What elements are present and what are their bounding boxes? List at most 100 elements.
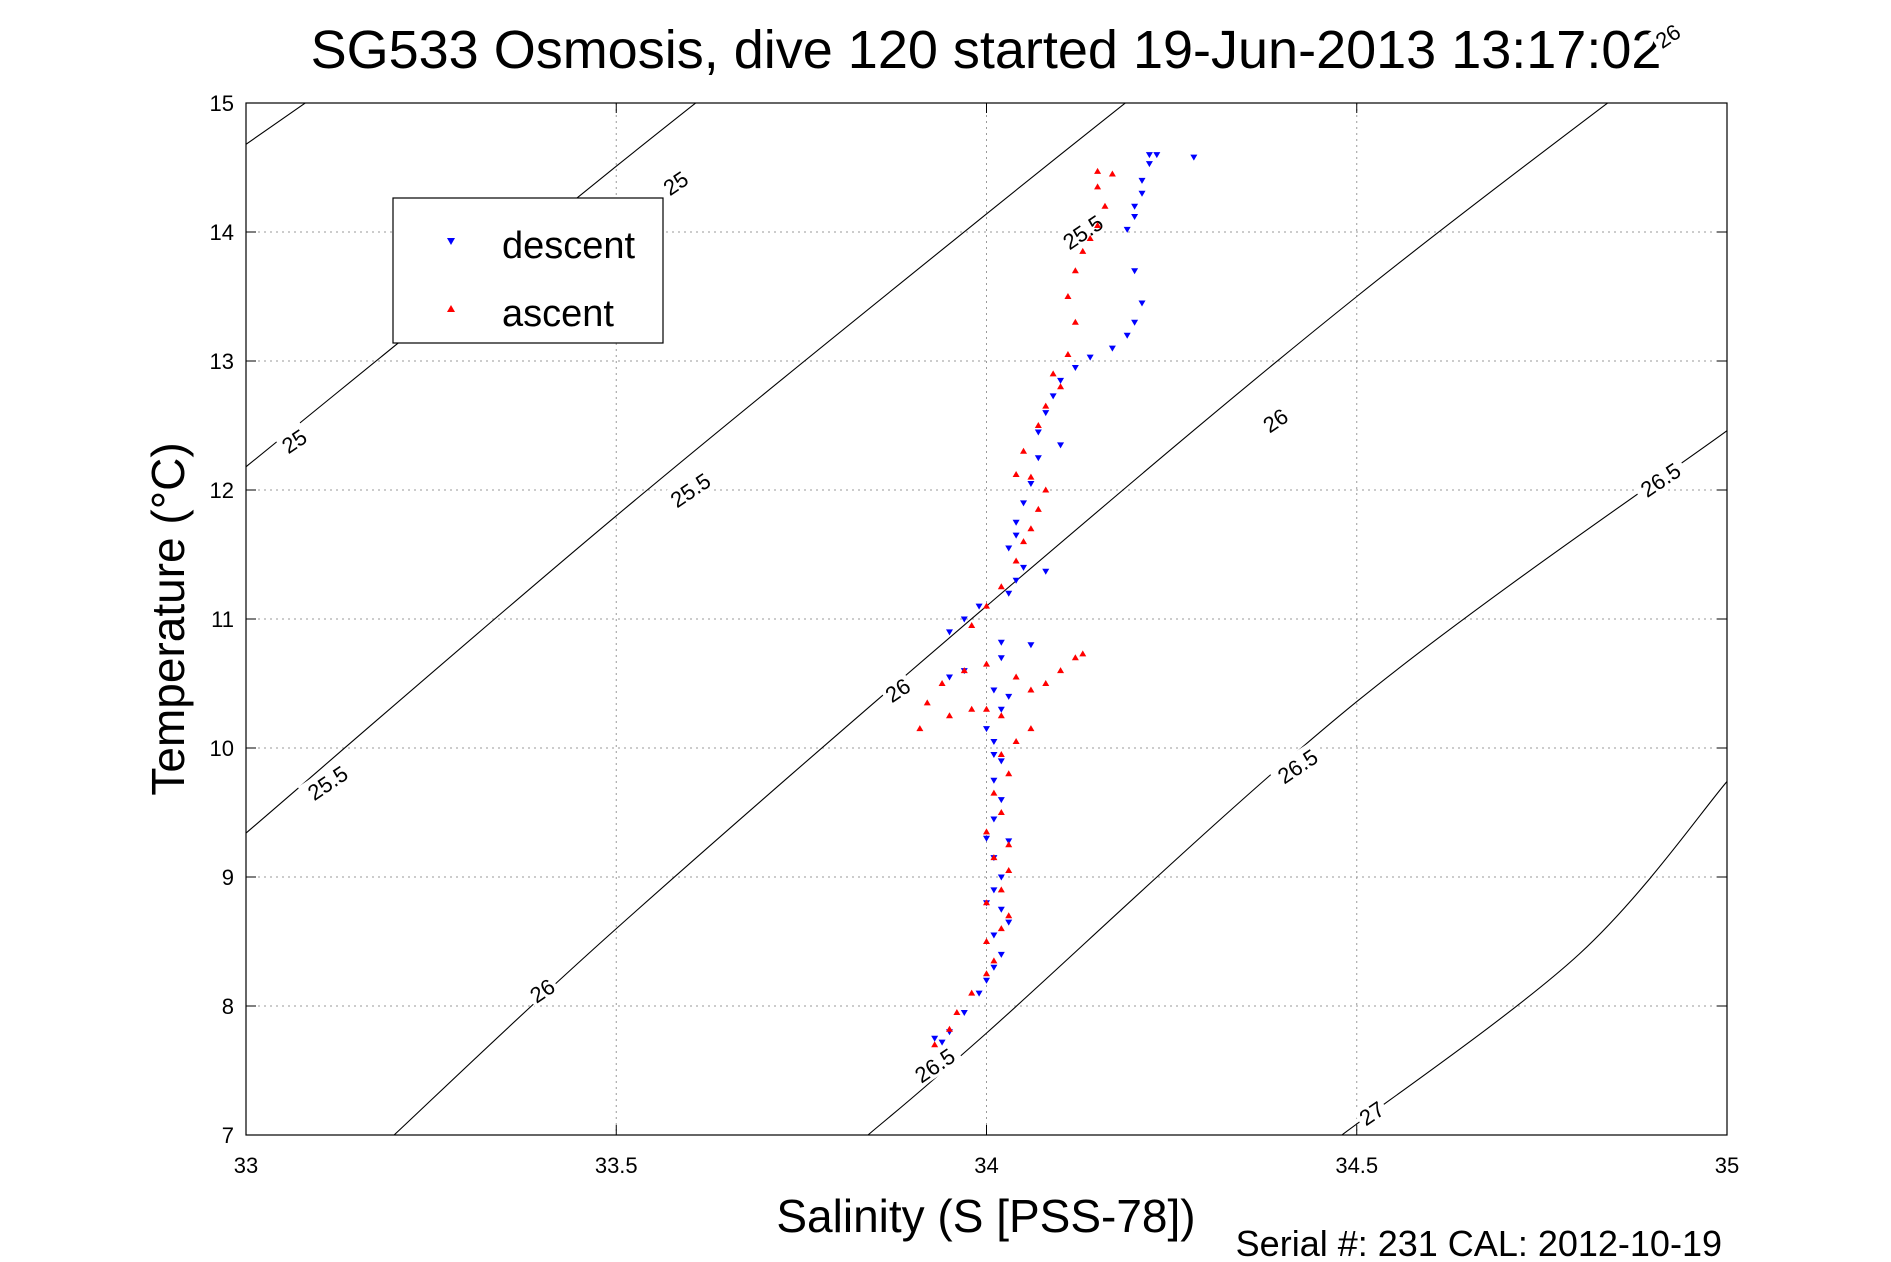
ascent-point [1108,170,1116,177]
ascent-point [1005,912,1013,919]
descent-point [1034,455,1042,462]
descent-point [1020,564,1028,571]
descent-point [997,639,1005,646]
descent-point [1145,152,1153,159]
descent-point [931,1035,939,1042]
descent-point [1086,354,1094,361]
ascent-point [1042,486,1050,493]
ascent-point [968,989,976,996]
ascent-point [1005,841,1013,848]
ascent-point [1094,222,1102,229]
legend-label-ascent: ascent [502,293,614,335]
descent-point [990,751,998,758]
ascent-point [1027,686,1035,693]
ascent-point [1027,725,1035,732]
y-tick-label: 9 [222,865,234,890]
serial-cal-footer: Serial #: 231 CAL: 2012-10-19 [1236,1223,1722,1262]
contour-label-backing [274,421,313,459]
descent-point [997,874,1005,881]
descent-point [1005,919,1013,926]
ascent-point [983,970,990,977]
descent-point [1138,177,1146,184]
ascent-point [1064,351,1072,358]
legend-marker-descent [447,238,455,245]
y-axis-label: Temperature (°C) [142,442,194,795]
descent-point [1012,532,1020,539]
legend: descent ascent [392,197,664,344]
ascent-point [997,750,1005,757]
ascent-point [960,667,968,674]
x-tick-label: 33.5 [595,1153,638,1178]
descent-point [990,739,998,746]
ascent-point [923,699,931,706]
ascent-point [945,712,953,719]
descent-point [945,629,953,636]
descent-point [1042,410,1050,417]
descent-point [1020,500,1028,507]
ascent-point [968,621,976,628]
ascent-point [983,660,990,667]
descent-point [1131,268,1139,275]
descent-point [975,990,983,997]
contour-label-backing [1630,453,1689,504]
ascent-point [1005,867,1013,874]
ascent-point [1020,447,1028,454]
ascent-point [968,705,976,712]
ascent-point [938,680,946,686]
ascent-point [983,602,990,609]
ascent-point [1049,370,1057,377]
descent-point [1005,590,1013,597]
ascent-point [1042,680,1050,686]
ascent-point [983,938,990,944]
descent-point [997,951,1005,958]
legend-box [392,197,664,344]
ascent-point [990,957,998,964]
ascent-point [983,899,990,906]
ascent-point [945,1025,953,1032]
y-tick-label: 15 [210,91,234,116]
descent-point [960,1009,968,1016]
ascent-point [1064,293,1072,299]
legend-label-descent: descent [502,225,636,267]
ascent-point [1079,650,1087,657]
descent-point [997,758,1005,765]
descent-point [1057,442,1065,449]
descent-point [1042,568,1050,575]
ascent-point [1027,525,1035,532]
descent-point [1049,393,1057,400]
contour-label-backing [660,464,719,515]
ascent-point [1012,673,1020,680]
ascent-point [1027,473,1035,480]
x-tick-label: 35 [1715,1153,1739,1178]
contour-label-backing [1255,401,1294,438]
y-tick-label: 12 [210,478,234,503]
contour-label: 26.5 [1267,740,1327,791]
contour-label-backing [1648,16,1687,54]
descent-point [990,964,998,971]
descent-point [1034,429,1042,436]
contour-line-25 [246,103,307,145]
grid-lines [246,103,1727,1135]
ascent-point [1086,234,1094,241]
descent-point [1108,345,1116,352]
descent-point [1131,214,1139,221]
descent-point [990,887,998,894]
descent-point [1012,577,1020,584]
descent-point [1005,693,1013,700]
ascent-point [990,854,998,861]
descent-point [975,603,983,610]
chart-title: SG533 Osmosis, dive 120 started 19-Jun-2… [311,20,1662,80]
ascent-point [997,925,1005,932]
ascent-point [1094,183,1102,190]
descent-point [938,1039,946,1046]
ascent-point [997,712,1005,719]
ascent-point [931,1041,939,1048]
ascent-point [1034,505,1042,512]
y-tick-label: 11 [211,607,234,632]
contour-label-backing [905,1039,964,1090]
descent-point [1131,319,1139,326]
ascent-point [983,828,990,835]
ascent-point [1012,557,1020,564]
descent-point [1123,332,1131,339]
